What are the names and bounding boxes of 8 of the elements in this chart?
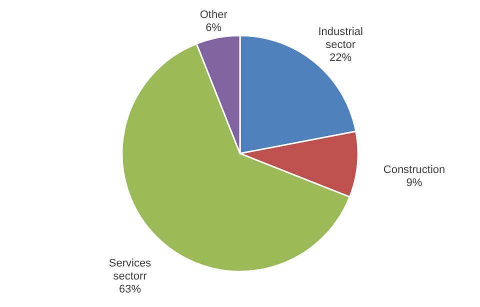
data-label: 22%: [330, 52, 352, 64]
data-label: 63%: [119, 283, 142, 296]
data-label: 6%: [206, 22, 222, 34]
slice-label: Construction: [383, 164, 446, 176]
slice-label: Industrial sector: [318, 26, 363, 51]
data-label: 9%: [406, 176, 422, 189]
slice-label: Services sectorr: [108, 257, 152, 282]
slice-label: Other: [200, 9, 228, 22]
